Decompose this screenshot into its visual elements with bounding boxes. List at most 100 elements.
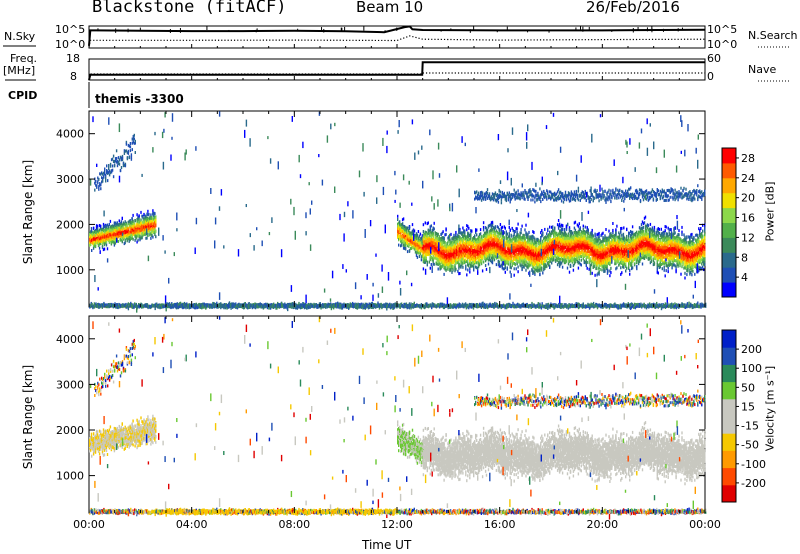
power-cell — [120, 169, 121, 172]
power-cell — [412, 223, 413, 226]
power-cell — [97, 225, 98, 228]
power-cell — [107, 247, 108, 250]
power-cell — [116, 157, 117, 160]
power-cell — [104, 170, 105, 173]
power-cell — [147, 210, 148, 213]
power-cell — [130, 142, 131, 145]
power-cell — [103, 175, 104, 178]
power-cell — [399, 220, 400, 223]
power-cell — [402, 222, 403, 225]
power-cell — [121, 166, 122, 169]
power-cell — [119, 163, 120, 166]
power-cell — [108, 167, 109, 170]
power-cell — [409, 226, 410, 229]
power-cell — [110, 163, 111, 166]
power-cell — [98, 188, 99, 191]
power-cell — [154, 212, 155, 215]
power-cell — [138, 218, 139, 221]
power-cell — [106, 244, 107, 247]
power-cell — [132, 148, 133, 151]
power-cell — [125, 241, 126, 244]
power-cell — [91, 249, 92, 252]
power-cell — [403, 217, 404, 220]
power-cell — [106, 164, 107, 167]
power-cell — [105, 180, 106, 183]
power-cell — [104, 248, 105, 251]
power-cell — [125, 164, 126, 167]
power-cell — [397, 215, 398, 218]
power-frame — [89, 111, 705, 307]
power-cell — [135, 140, 136, 143]
power-cell — [130, 145, 131, 148]
power-cell — [107, 179, 108, 182]
power-cell — [96, 185, 97, 188]
power-cell — [119, 159, 120, 162]
power-cell — [94, 189, 95, 192]
power-cell — [121, 220, 122, 223]
plot-canvas: 1000200030004000100020003000400000:00 04:… — [0, 0, 800, 554]
power-cell — [122, 240, 123, 243]
power-cell — [155, 235, 156, 238]
power-cell — [95, 180, 96, 183]
power-cell — [100, 183, 101, 186]
power-heatmap — [89, 111, 706, 312]
power-cell — [99, 247, 100, 250]
power-cell — [152, 209, 153, 212]
power-cell — [397, 218, 398, 221]
power-cell — [105, 174, 106, 177]
power-cell — [138, 214, 139, 217]
power-cell — [97, 181, 98, 184]
power-cell — [131, 217, 132, 220]
power-cell — [116, 149, 117, 152]
power-cell — [132, 238, 133, 241]
power-cell — [110, 220, 111, 223]
power-cell — [102, 180, 103, 183]
power-cell — [114, 164, 115, 167]
power-cell — [146, 237, 147, 240]
power-cell — [407, 250, 408, 253]
power-cell — [127, 156, 128, 159]
power-cell — [93, 227, 94, 230]
power-cell — [131, 153, 132, 156]
power-cell — [129, 156, 130, 159]
power-cell — [108, 164, 109, 167]
power-cell — [148, 213, 149, 216]
power-cell — [118, 240, 119, 243]
power-cell — [122, 217, 123, 220]
power-cell — [150, 237, 151, 240]
power-cell — [126, 143, 127, 146]
power-cell — [132, 220, 133, 223]
power-cell — [137, 239, 138, 242]
power-cell — [155, 224, 156, 227]
power-cell — [100, 187, 101, 190]
power-cell — [100, 225, 101, 228]
power-cell — [134, 134, 135, 137]
power-cell — [134, 219, 135, 222]
power-cell — [95, 245, 96, 248]
power-cell — [104, 168, 105, 171]
power-cell — [135, 151, 136, 154]
power-cell — [122, 157, 123, 160]
power-cell — [401, 243, 402, 246]
vel-frame — [89, 316, 705, 513]
power-cell — [152, 236, 153, 239]
power-cell — [147, 234, 148, 237]
power-cell — [155, 216, 156, 219]
power-cell — [113, 175, 114, 178]
power-cell — [113, 155, 114, 158]
power-cell — [398, 244, 399, 247]
power-cell — [98, 178, 99, 181]
power-cell — [112, 165, 113, 168]
power-cell — [140, 211, 141, 214]
radar-summary-plot: Blackstone (fitACF) Beam 10 26/Feb/2016 … — [0, 0, 800, 554]
power-cell — [128, 150, 129, 153]
power-cell — [112, 169, 113, 172]
power-cell — [105, 177, 106, 180]
power-cell — [130, 149, 131, 152]
power-cell — [155, 230, 156, 233]
power-cell — [132, 214, 133, 217]
power-cell — [119, 219, 120, 222]
power-cell — [155, 219, 156, 222]
power-cell — [405, 248, 406, 251]
power-cell — [136, 213, 137, 216]
